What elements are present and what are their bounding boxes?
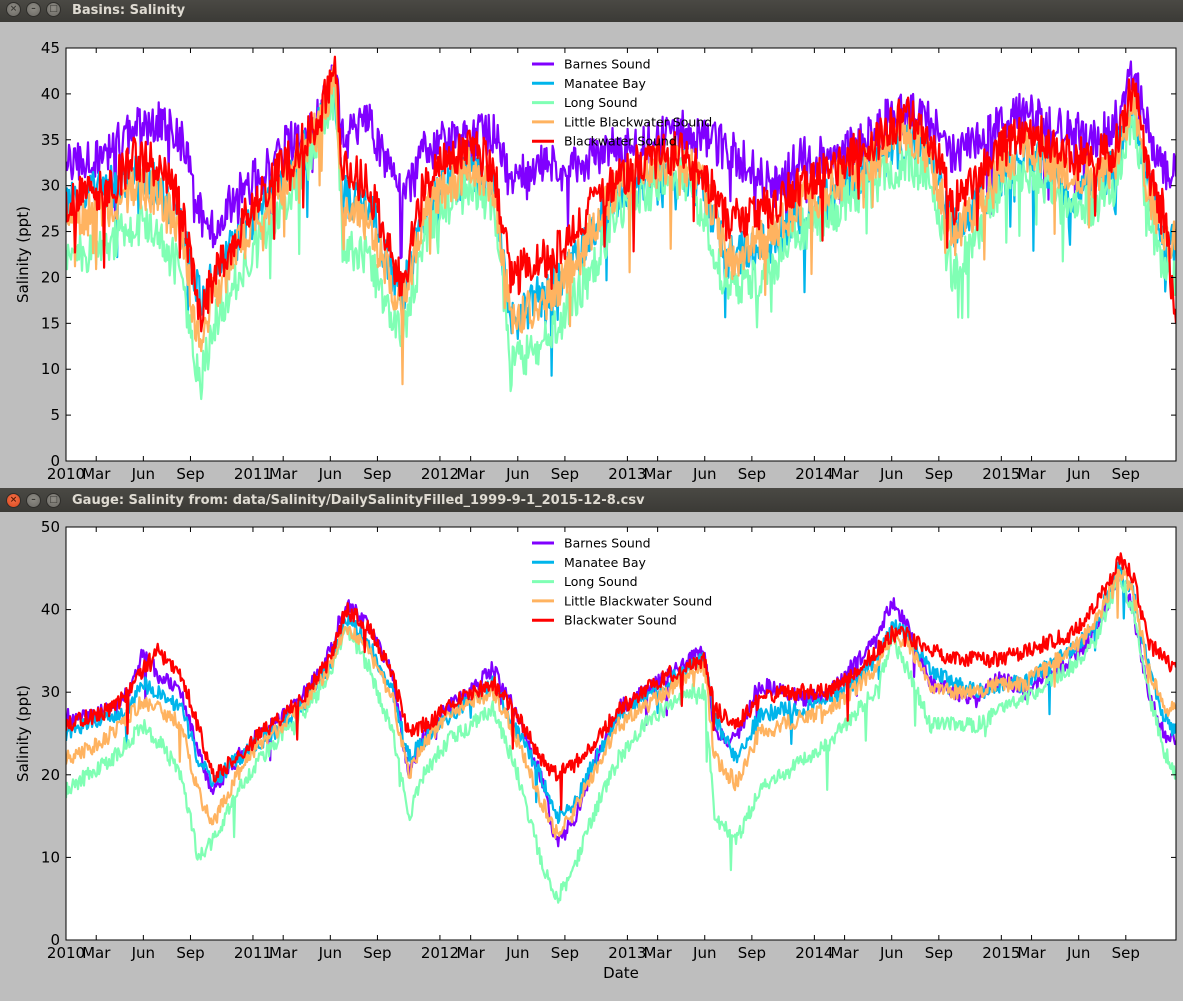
x-tick-label: Jun bbox=[505, 465, 529, 483]
legend-label: Blackwater Sound bbox=[564, 613, 677, 628]
x-tick-label: 2013 bbox=[608, 944, 646, 962]
y-tick-label: 10 bbox=[41, 848, 60, 866]
x-tick-label: Jun bbox=[879, 465, 903, 483]
x-tick-label: Sep bbox=[176, 944, 204, 962]
window-title: Gauge: Salinity from: data/Salinity/Dail… bbox=[72, 493, 645, 508]
y-tick-label: 15 bbox=[41, 314, 60, 332]
window-title: Basins: Salinity bbox=[72, 3, 186, 18]
series-line bbox=[66, 55, 1176, 333]
legend-label: Long Sound bbox=[564, 574, 638, 589]
x-tick-label: 2010 bbox=[47, 944, 85, 962]
legend-label: Long Sound bbox=[564, 95, 638, 110]
y-axis-label: Salinity (ppt) bbox=[14, 206, 32, 303]
y-tick-label: 30 bbox=[41, 683, 60, 701]
x-tick-label: 2012 bbox=[421, 944, 459, 962]
x-tick-label: Mar bbox=[830, 465, 859, 483]
x-tick-label: Mar bbox=[82, 944, 111, 962]
basins-window: × – □ Basins: Salinity 0 5 10 15 20 25 30 35 40 4… bbox=[0, 0, 1183, 488]
x-tick-label: 2014 bbox=[795, 944, 833, 962]
x-tick-label: Sep bbox=[738, 944, 766, 962]
x-tick-label: Mar bbox=[269, 944, 298, 962]
x-tick-label: Sep bbox=[363, 944, 391, 962]
x-tick-label: Mar bbox=[643, 465, 672, 483]
y-axis-label: Salinity (ppt) bbox=[14, 685, 32, 782]
y-tick-label: 0 bbox=[50, 931, 60, 949]
y-tick-label: 5 bbox=[50, 406, 60, 424]
series-line bbox=[66, 552, 1176, 811]
x-tick-label: Mar bbox=[643, 944, 672, 962]
x-tick-label: Mar bbox=[1017, 465, 1046, 483]
y-tick-label: 35 bbox=[41, 131, 60, 149]
series-line bbox=[66, 74, 1176, 401]
gauge-window: × – □ Gauge: Salinity from: data/Salinit… bbox=[0, 488, 1183, 1001]
x-tick-label: Sep bbox=[1112, 944, 1140, 962]
plot-area bbox=[66, 527, 1176, 940]
legend-label: Blackwater Sound bbox=[564, 134, 677, 149]
x-tick-label: Mar bbox=[1017, 944, 1046, 962]
x-tick-label: Jun bbox=[505, 944, 529, 962]
title-bar[interactable]: × – □ Basins: Salinity bbox=[0, 0, 1183, 22]
series-line bbox=[66, 566, 1176, 839]
x-tick-label: 2013 bbox=[608, 465, 646, 483]
title-bar[interactable]: × – □ Gauge: Salinity from: data/Salinit… bbox=[0, 488, 1183, 512]
x-axis-label: Date bbox=[603, 964, 639, 982]
x-tick-label: Jun bbox=[879, 944, 903, 962]
y-tick-label: 20 bbox=[41, 766, 60, 784]
x-tick-label: 2011 bbox=[234, 465, 272, 483]
y-tick-label: 30 bbox=[41, 177, 60, 195]
x-tick-label: Sep bbox=[1112, 465, 1140, 483]
y-tick-label: 40 bbox=[41, 85, 60, 103]
x-tick-label: Jun bbox=[318, 465, 342, 483]
x-tick-label: Sep bbox=[925, 465, 953, 483]
x-tick-label: Jun bbox=[1066, 465, 1090, 483]
y-tick-label: 50 bbox=[41, 518, 60, 536]
y-tick-label: 0 bbox=[50, 452, 60, 470]
x-tick-label: Sep bbox=[925, 944, 953, 962]
x-tick-label: Sep bbox=[738, 465, 766, 483]
x-tick-label: 2015 bbox=[982, 944, 1020, 962]
series-line bbox=[66, 570, 1176, 904]
x-tick-label: Jun bbox=[692, 465, 716, 483]
x-tick-label: 2015 bbox=[982, 465, 1020, 483]
x-tick-label: Jun bbox=[692, 944, 716, 962]
x-tick-label: Sep bbox=[363, 465, 391, 483]
x-tick-label: 2010 bbox=[47, 465, 85, 483]
legend-label: Barnes Sound bbox=[564, 536, 651, 551]
x-tick-label: Mar bbox=[830, 944, 859, 962]
y-tick-label: 40 bbox=[41, 601, 60, 619]
legend-label: Manatee Bay bbox=[564, 555, 647, 570]
x-tick-label: Sep bbox=[551, 944, 579, 962]
x-tick-label: 2011 bbox=[234, 944, 272, 962]
y-tick-label: 10 bbox=[41, 360, 60, 378]
plot-frame bbox=[65, 526, 1177, 941]
y-tick-label: 45 bbox=[41, 39, 60, 57]
x-tick-label: Sep bbox=[551, 465, 579, 483]
x-tick-label: 2014 bbox=[795, 465, 833, 483]
plot-frame bbox=[65, 47, 1177, 462]
x-tick-label: Mar bbox=[82, 465, 111, 483]
legend-label: Barnes Sound bbox=[564, 57, 651, 72]
x-tick-label: Mar bbox=[457, 944, 486, 962]
legend-label: Manatee Bay bbox=[564, 76, 647, 91]
minimize-icon[interactable]: – bbox=[26, 493, 41, 508]
close-icon[interactable]: × bbox=[6, 2, 21, 17]
legend-label: Little Blackwater Sound bbox=[564, 593, 712, 608]
x-tick-label: Mar bbox=[269, 465, 298, 483]
x-tick-label: Mar bbox=[457, 465, 486, 483]
x-tick-label: Jun bbox=[318, 944, 342, 962]
x-tick-label: Jun bbox=[1066, 944, 1090, 962]
x-tick-label: 2012 bbox=[421, 465, 459, 483]
legend-label: Little Blackwater Sound bbox=[564, 114, 712, 129]
minimize-icon[interactable]: – bbox=[26, 2, 41, 17]
y-tick-label: 25 bbox=[41, 223, 60, 241]
close-icon[interactable]: × bbox=[6, 493, 21, 508]
x-tick-label: Sep bbox=[176, 465, 204, 483]
maximize-icon[interactable]: □ bbox=[46, 493, 61, 508]
x-tick-label: Jun bbox=[131, 944, 155, 962]
maximize-icon[interactable]: □ bbox=[46, 2, 61, 17]
y-tick-label: 20 bbox=[41, 268, 60, 286]
x-tick-label: Jun bbox=[131, 465, 155, 483]
